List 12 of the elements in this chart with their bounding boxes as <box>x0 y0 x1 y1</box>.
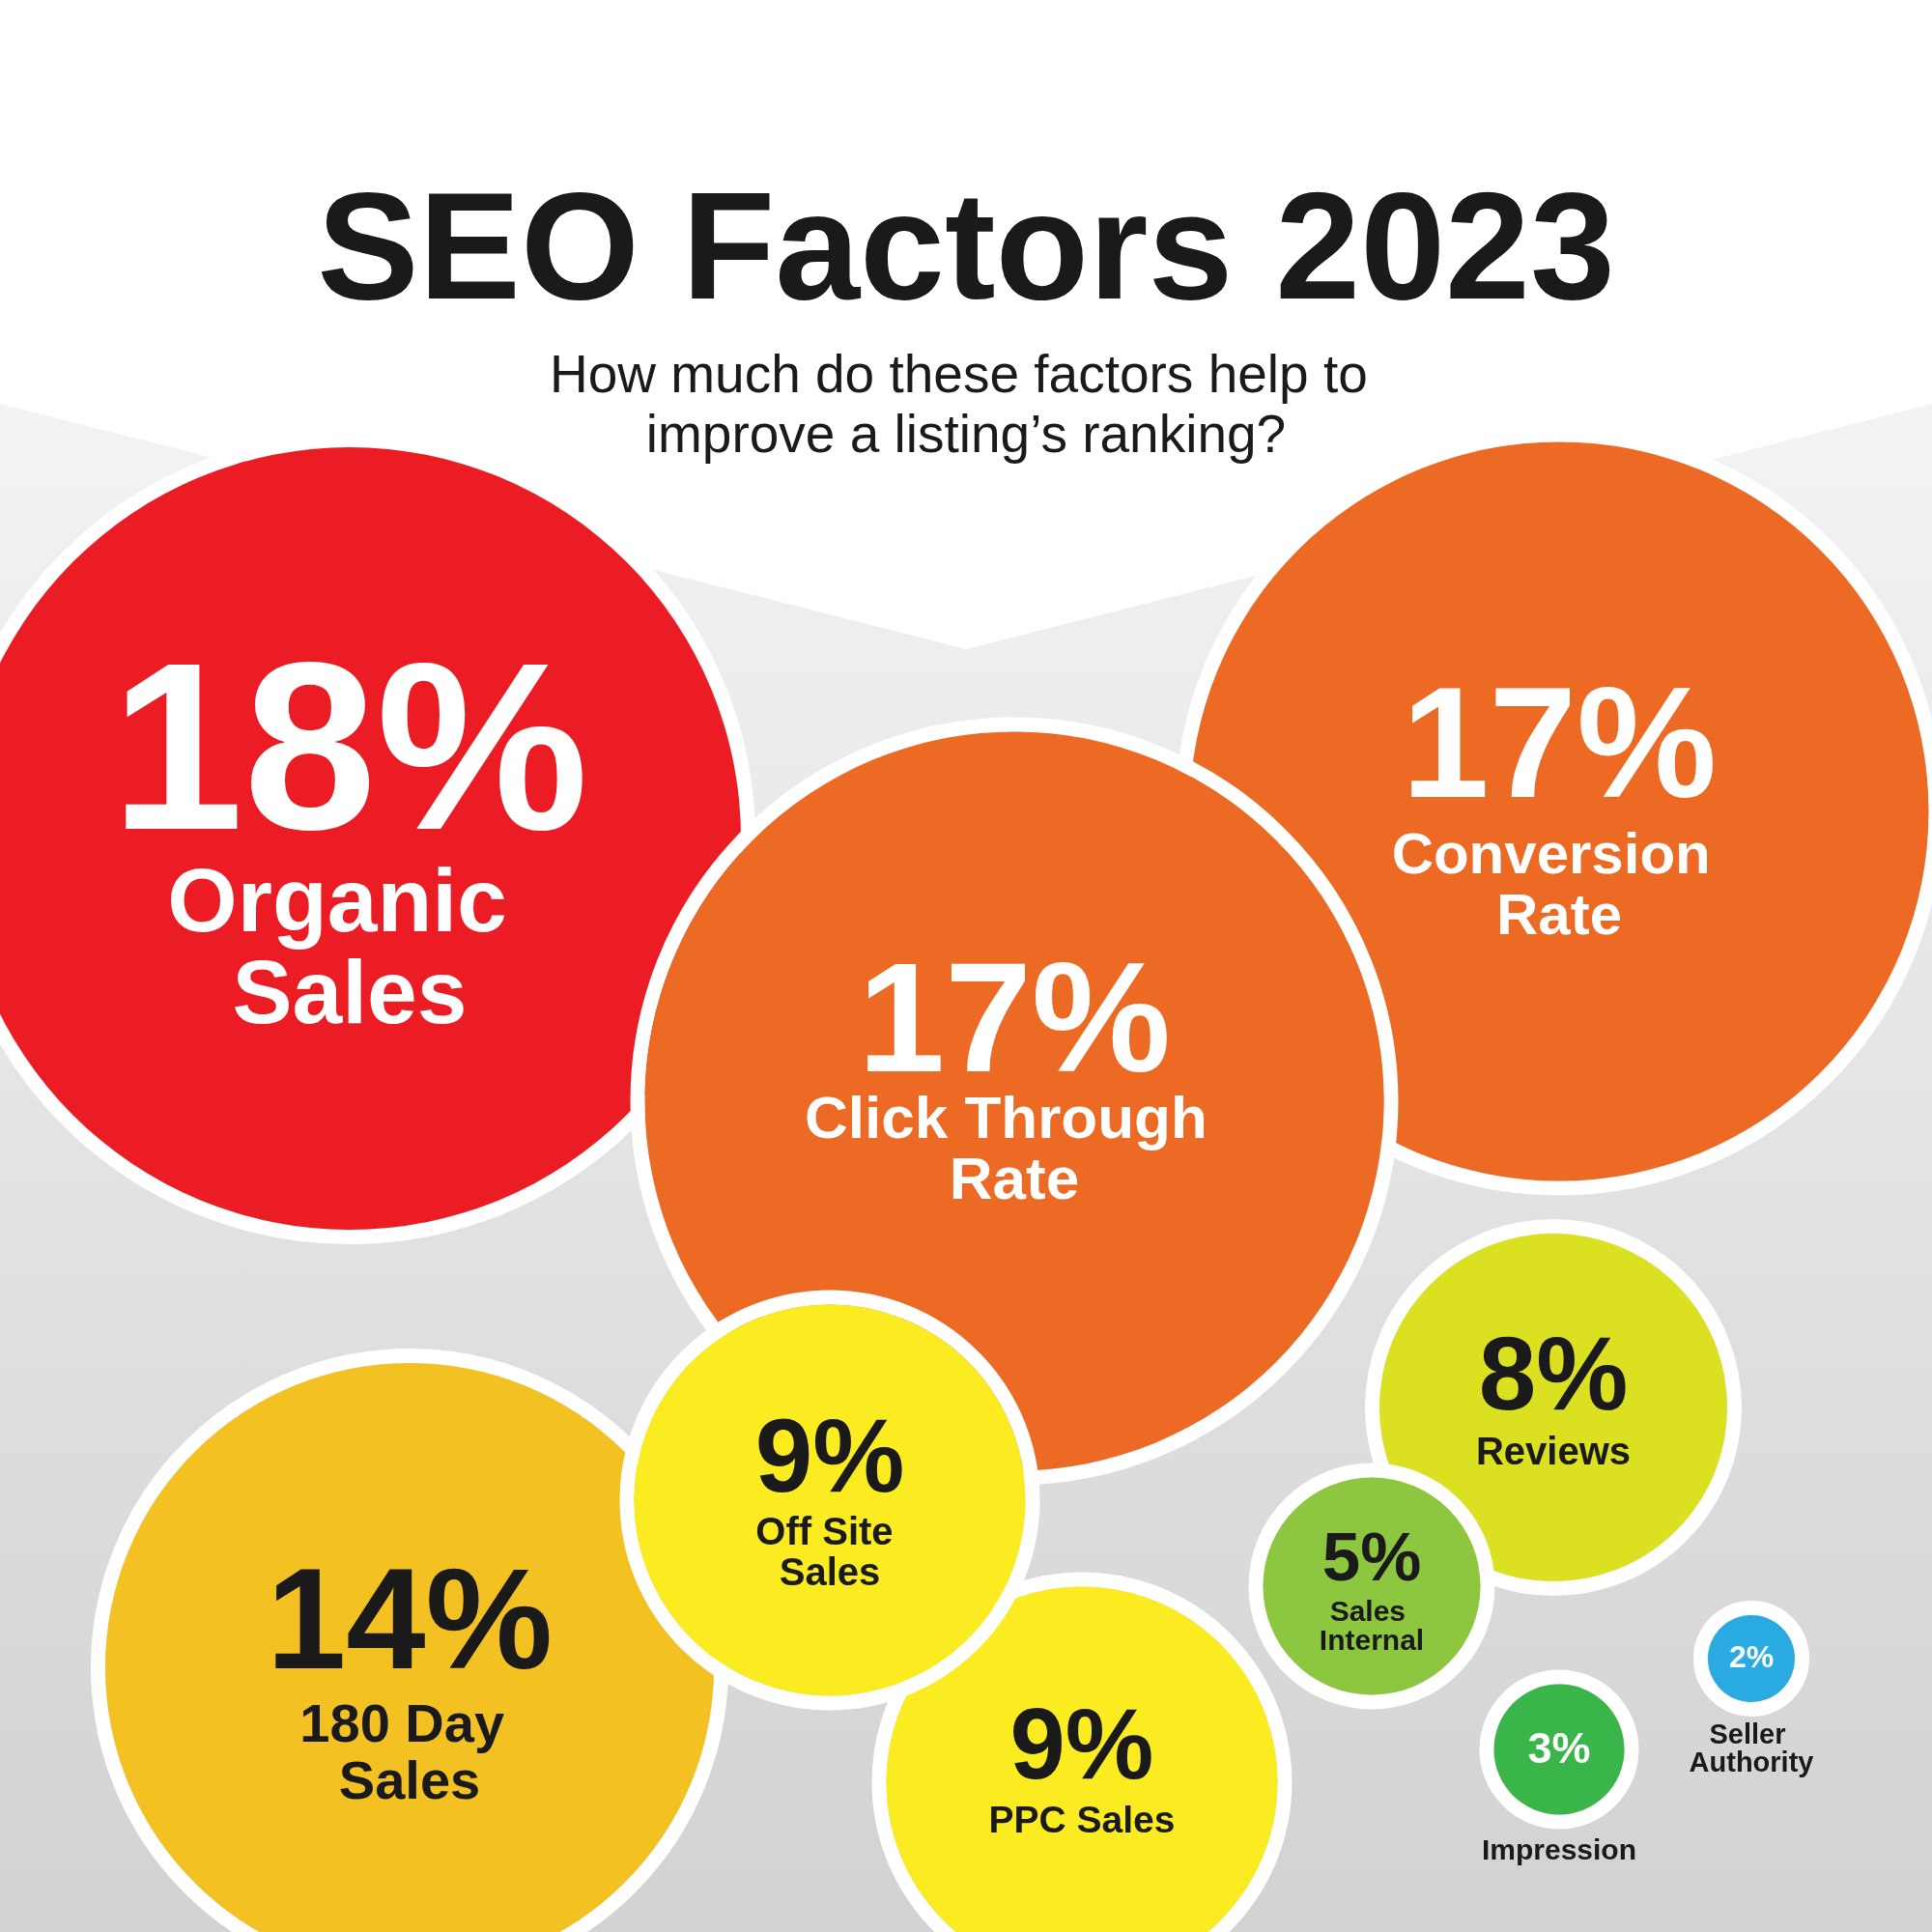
data-label: 3% <box>1527 1723 1591 1773</box>
data-label: 5% <box>1321 1519 1422 1595</box>
category-label: Sales Internal <box>1319 1595 1425 1656</box>
category-label: Reviews <box>1475 1430 1632 1472</box>
category-label: Seller Authority <box>1689 1719 1814 1777</box>
data-label: 8% <box>1478 1316 1629 1432</box>
data-label: 2% <box>1728 1639 1775 1674</box>
data-label: 9% <box>1009 1689 1154 1800</box>
category-label: Impression <box>1481 1833 1637 1865</box>
text: How much do these factors help to improve a listing’s ranking? <box>549 344 1383 464</box>
text: SEO Factors 2023 <box>317 160 1615 330</box>
category-label: PPC Sales <box>988 1799 1176 1840</box>
